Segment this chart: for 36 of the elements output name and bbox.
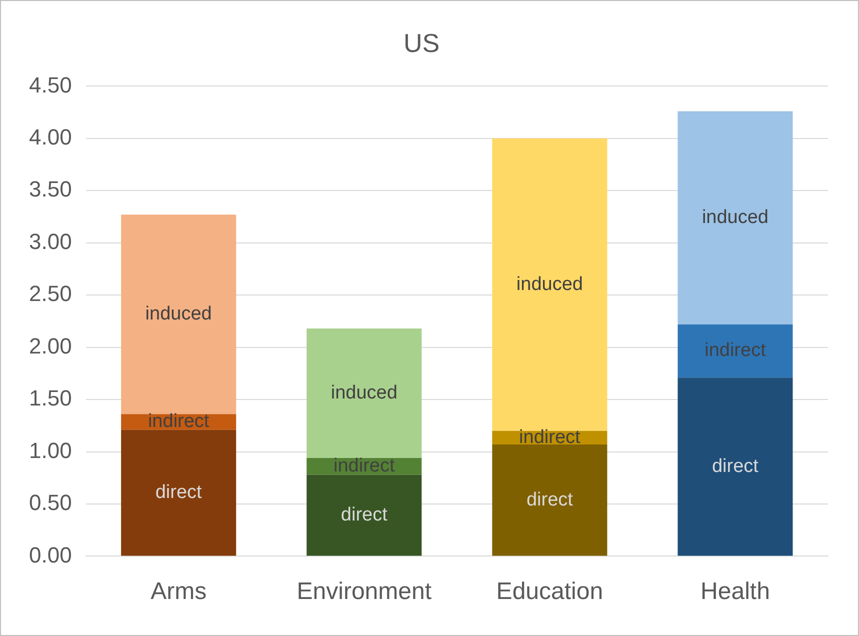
text: indirect [704, 340, 766, 362]
bar [121, 214, 236, 414]
y-tick-label: 2.50 [28, 281, 72, 306]
bar [306, 474, 422, 556]
bar [492, 138, 608, 431]
x-tick-label: Education [496, 578, 604, 606]
text: indirect [519, 426, 580, 448]
series-label: indirect [334, 456, 396, 477]
text: induced [516, 274, 583, 295]
y-tick-label: 3.00 [28, 228, 72, 254]
series-label: induced [330, 382, 398, 404]
x-tick-label: Environment [296, 578, 432, 606]
y-tick-label: 4.50 [28, 72, 72, 98]
x-tick-label: Arms [150, 578, 207, 606]
bar [306, 328, 422, 458]
bar [678, 324, 793, 378]
text: indirect [148, 411, 210, 432]
bar [678, 378, 793, 556]
x-tick-label: Health [700, 578, 770, 606]
text: direct [712, 456, 758, 477]
y-tick-label: 1.50 [28, 386, 72, 411]
y-tick-label: 1.00 [28, 438, 72, 463]
text: direct [155, 482, 202, 503]
y-tick-label: 2.00 [28, 333, 72, 358]
bar [492, 444, 608, 556]
y-tick-label: 3.50 [28, 176, 72, 202]
text: induced [145, 304, 212, 325]
y-tick-label: 0.00 [28, 542, 72, 568]
text: induced [702, 207, 769, 228]
bar [678, 111, 793, 324]
chart-title: US [403, 28, 440, 58]
y-tick-label: 4.00 [28, 124, 72, 150]
bar [121, 430, 236, 556]
y-tick-label: 0.50 [28, 490, 72, 516]
series-label: direct [340, 504, 388, 526]
text: direct [526, 489, 573, 510]
